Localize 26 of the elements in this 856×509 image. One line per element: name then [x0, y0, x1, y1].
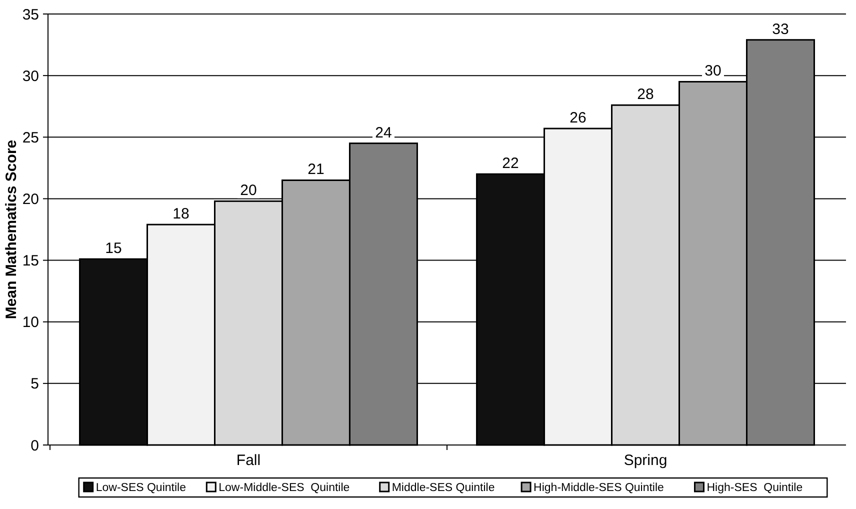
- data-label: 18: [172, 206, 190, 223]
- y-tick-label: 0: [30, 437, 39, 454]
- y-tick-label: 5: [30, 376, 39, 393]
- data-label: 33: [772, 20, 789, 38]
- legend-label: Middle-SES Quintile: [392, 482, 495, 494]
- data-label: 24: [375, 124, 392, 142]
- data-label: 21: [308, 161, 324, 178]
- legend-label: High-SES Quintile: [706, 482, 803, 494]
- data-label: 20: [240, 182, 257, 200]
- y-tick-label: 15: [22, 252, 39, 270]
- y-axis-title: Mean Mathematics Score: [3, 140, 20, 320]
- data-label: 28: [637, 86, 654, 104]
- y-tick-label: 10: [22, 314, 39, 332]
- y-tick-label: 20: [22, 190, 39, 208]
- y-tick-label: 30: [22, 68, 39, 85]
- data-label: 26: [570, 110, 586, 127]
- legend-label: Low-SES Quintile: [96, 482, 186, 494]
- y-tick-label: 25: [22, 129, 39, 146]
- data-label: 15: [105, 240, 122, 258]
- x-tick-label: Spring: [624, 452, 668, 469]
- data-label: 22: [502, 155, 519, 172]
- data-label: 30: [704, 62, 722, 80]
- legend-label: High-Middle-SES Quintile: [534, 482, 664, 494]
- y-tick-label: 35: [22, 6, 39, 24]
- x-tick-label: Fall: [236, 452, 261, 469]
- legend-label: Low-Middle-SES Quintile: [218, 482, 350, 494]
